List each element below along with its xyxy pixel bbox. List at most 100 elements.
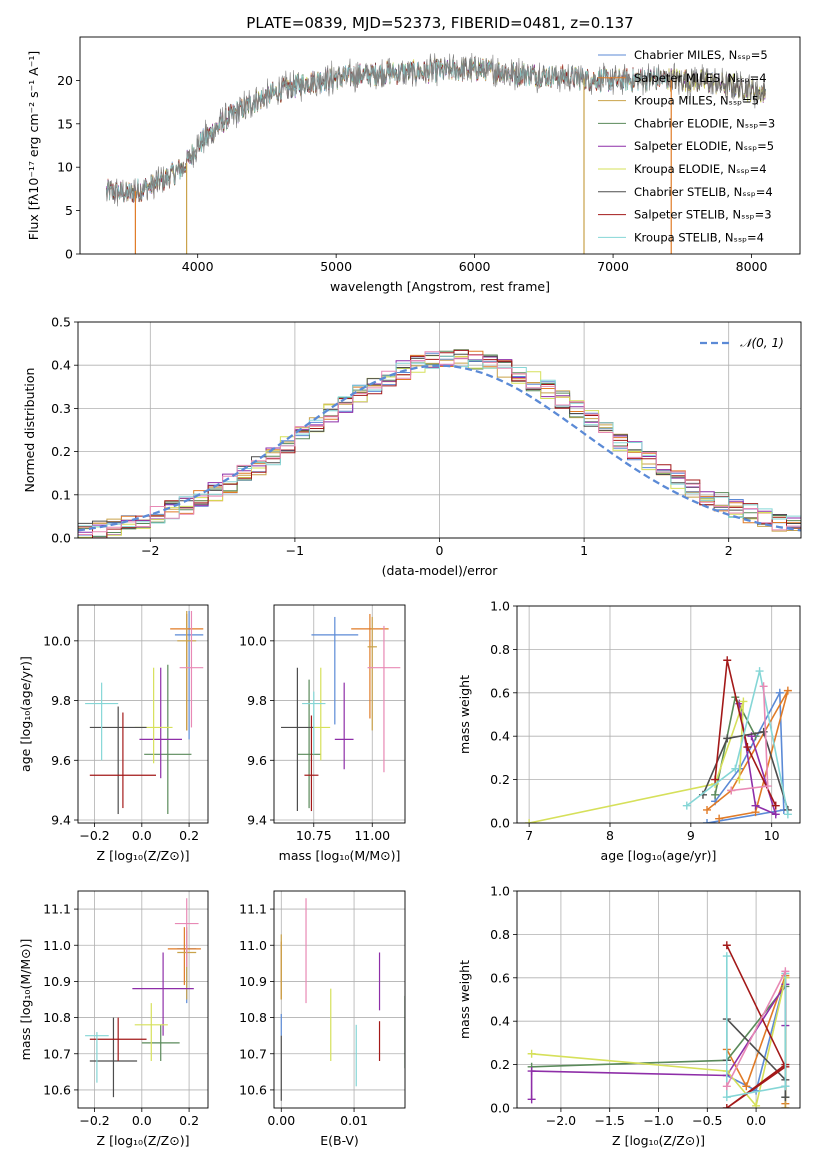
- y-axis-label: Normed distribution: [22, 368, 37, 493]
- y-tick-label: 0.2: [51, 444, 71, 459]
- y-axis-label: mass weight: [457, 675, 472, 754]
- weight-marker: [775, 688, 784, 697]
- weight-marker: [751, 801, 760, 810]
- y-tick-label: 9.8: [51, 693, 71, 708]
- x-tick-label: 0.0: [746, 1113, 766, 1128]
- weight-marker: [759, 682, 768, 691]
- weight-marker: [743, 743, 752, 752]
- panel-weight_vs_age: 7 8 9 10 0.0 0.2 0.4 0.6 0.8 1.0 age [log₁₀(age/yr…: [457, 599, 801, 863]
- weight-marker: [781, 1082, 790, 1091]
- weight-marker: [723, 734, 732, 743]
- weight-marker: [722, 1093, 731, 1102]
- x-tick-label: 0.0: [132, 1113, 152, 1128]
- x-tick-label: 7: [525, 828, 533, 843]
- plot-area: [85, 610, 204, 815]
- weight-line: [531, 977, 787, 1108]
- weight-marker: [682, 801, 691, 810]
- legend-label: Chabrier ELODIE, Nₛₛₚ=3: [634, 116, 775, 130]
- x-tick-label: 11.00: [354, 828, 390, 843]
- y-tick-label: 0.8: [490, 927, 510, 942]
- legend-label: Salpeter STELIB, Nₛₛₚ=3: [634, 208, 772, 222]
- x-axis-label: Z [log₁₀(Z/Z⊙)]: [97, 1133, 190, 1148]
- y-tick-label: 11.1: [43, 902, 71, 917]
- x-tick-label: 10.75: [296, 828, 332, 843]
- legend-label: Salpeter MILES, Nₛₛₚ=4: [634, 71, 767, 85]
- y-tick-label: 0.1: [51, 487, 71, 502]
- legend-label: Chabrier MILES, Nₛₛₚ=5: [634, 48, 768, 62]
- x-axis-label: (data-model)/error: [382, 563, 499, 578]
- y-axis-label: mass [log₁₀(M/M⊙)]: [18, 939, 33, 1061]
- legend-label: Salpeter ELODIE, Nₛₛₚ=5: [634, 139, 774, 153]
- axes-frame: [273, 890, 406, 1109]
- weight-marker: [722, 1104, 731, 1108]
- x-tick-label: −1: [286, 543, 304, 558]
- y-tick-label: 9.6: [51, 753, 71, 768]
- weight-marker: [722, 1082, 731, 1091]
- panel-residuals: −2 −1 0 1 2 0.0 0.1 0.2 0.3 0.4 0.5 (data-model)/er…: [22, 315, 802, 578]
- y-tick-label: 10.8: [43, 1010, 71, 1025]
- x-tick-label: 8000: [736, 259, 768, 274]
- x-axis-label: wavelength [Angstrom, rest frame]: [330, 279, 550, 294]
- weight-marker: [771, 810, 780, 819]
- weight-marker: [722, 952, 731, 961]
- x-tick-label: −2.0: [546, 1113, 576, 1128]
- weight-line: [726, 944, 787, 1108]
- y-tick-label: 10.7: [239, 1046, 267, 1061]
- axes-frame: [516, 605, 801, 824]
- y-tick-label: 11.1: [239, 902, 267, 917]
- x-tick-label: 5000: [320, 259, 352, 274]
- x-tick-label: 9: [687, 828, 695, 843]
- y-tick-label: 9.4: [247, 813, 267, 828]
- weight-marker: [527, 1095, 536, 1104]
- weight-marker: [727, 786, 736, 795]
- x-tick-label: 10: [764, 828, 780, 843]
- x-tick-label: 2: [725, 543, 733, 558]
- y-axis-label: mass weight: [457, 960, 472, 1039]
- legend-label: Chabrier STELIB, Nₛₛₚ=4: [634, 185, 773, 199]
- x-tick-label: 1: [580, 543, 588, 558]
- legend-label: 𝒩(0, 1): [740, 336, 784, 350]
- panel-mass_vs_ebv: 0.00 0.01 10.6 10.7 10.8 10.9 11.0 11.1 E(B-V): [239, 890, 406, 1148]
- weight-marker: [759, 727, 768, 736]
- weight-marker: [703, 819, 712, 823]
- x-axis-label: age [log₁₀(age/yr)]: [601, 848, 717, 863]
- y-tick-label: 0.6: [490, 970, 510, 985]
- x-tick-label: −0.5: [692, 1113, 722, 1128]
- x-tick-label: 0: [436, 543, 444, 558]
- panel-spectrum: 4000 5000 6000 7000 8000 0 5 10 15 20 wavelength […: [26, 36, 801, 294]
- y-tick-label: 15: [57, 116, 73, 131]
- axes-frame: [77, 604, 209, 824]
- weight-line: [528, 701, 745, 823]
- x-axis-label: Z [log₁₀(Z/Z⊙)]: [612, 1133, 705, 1148]
- legend: Chabrier MILES, Nₛₛₚ=5 Salpeter MILES, Nₛ…: [598, 48, 775, 244]
- weight-marker: [781, 1104, 790, 1108]
- y-tick-label: 10.8: [239, 1010, 267, 1025]
- plot-area: [78, 349, 801, 538]
- weight-line: [726, 970, 787, 1087]
- weight-line: [738, 703, 777, 816]
- panel-mass_vs_Z: −0.2 0.0 0.2 10.6 10.7 10.8 10.9 11.0 11.1 Z [log…: [18, 890, 209, 1148]
- legend-label: Kroupa ELODIE, Nₛₛₚ=4: [634, 162, 767, 176]
- weight-marker: [527, 1049, 536, 1058]
- x-axis-label: mass [log₁₀(M/M⊙)]: [279, 848, 401, 863]
- panel-age_vs_mass: 10.75 11.00 9.4 9.6 9.8 10.0 mass [log₁₀(M/M⊙)…: [239, 604, 406, 863]
- y-tick-label: 0.5: [51, 315, 71, 330]
- axes-frame: [79, 36, 801, 255]
- weight-line: [726, 956, 787, 1099]
- x-tick-label: 7000: [597, 259, 629, 274]
- figure-title: PLATE=0839, MJD=52373, FIBERID=0481, z=0…: [246, 14, 633, 32]
- weight-marker: [722, 941, 731, 950]
- plot-area: [280, 898, 405, 1101]
- weight-marker: [771, 801, 780, 810]
- weight-marker: [525, 819, 534, 823]
- weight-marker: [783, 686, 792, 695]
- x-axis-label: E(B-V): [320, 1133, 359, 1148]
- weight-marker: [742, 1082, 751, 1091]
- y-tick-label: 9.8: [247, 693, 267, 708]
- y-axis-label: age [log₁₀(age/yr)]: [18, 656, 33, 772]
- panel-weight_vs_Z: −2.0 −1.5 −1.0 −0.5 0.0 0.0 0.2 0.4 0.6 0.8 1.0 Z […: [457, 884, 801, 1148]
- y-tick-label: 10.9: [239, 974, 267, 989]
- x-tick-label: −0.2: [79, 1113, 109, 1128]
- weight-marker: [731, 764, 740, 773]
- weight-marker: [763, 782, 772, 791]
